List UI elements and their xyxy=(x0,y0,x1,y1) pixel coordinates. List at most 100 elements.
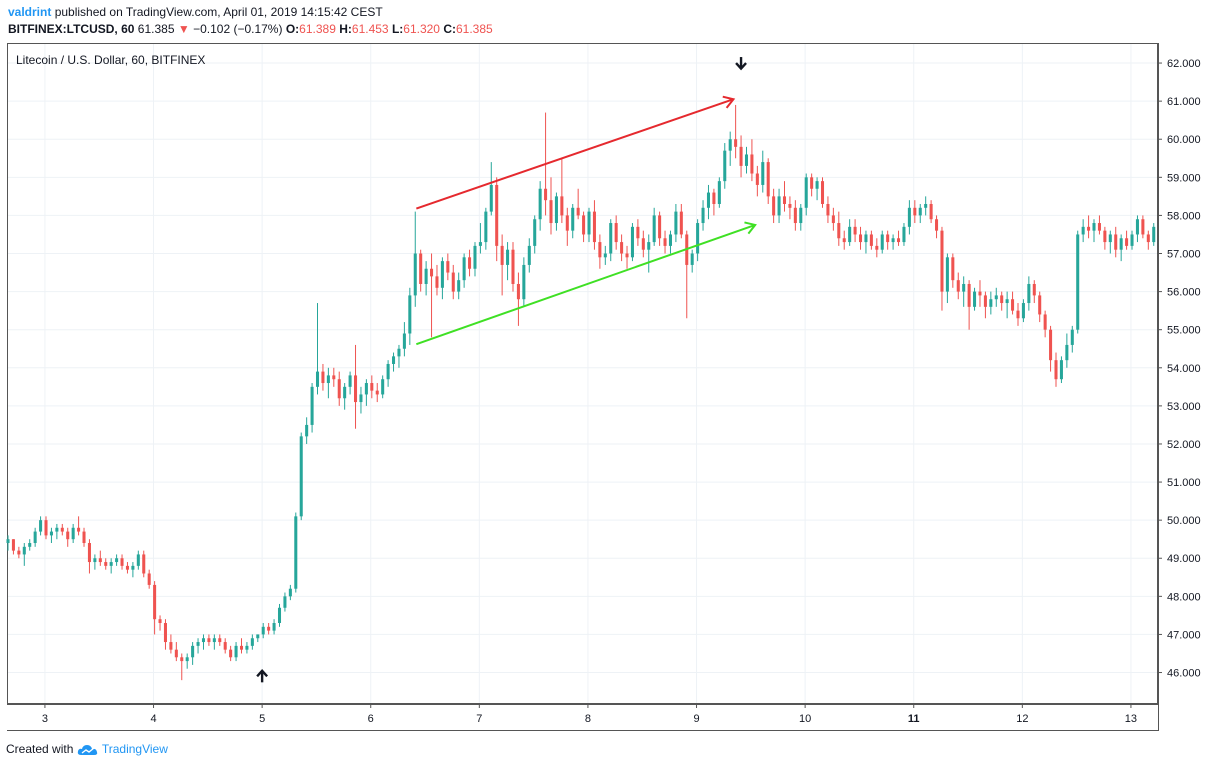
candle xyxy=(1049,325,1053,372)
candle xyxy=(142,550,146,578)
candle xyxy=(913,200,917,224)
author-name[interactable]: valdrint xyxy=(8,5,52,19)
candle-body xyxy=(446,261,450,273)
candle-body xyxy=(549,200,553,224)
candle-body xyxy=(522,264,526,300)
candlestick-chart[interactable]: Litecoin / U.S. Dollar, 60, BITFINEX 46.… xyxy=(0,38,1216,738)
candle xyxy=(945,253,949,304)
x-tick-label: 11 xyxy=(908,713,920,725)
candle-body xyxy=(98,558,102,563)
candle xyxy=(277,603,282,627)
candle xyxy=(1108,230,1112,254)
candle-body xyxy=(516,283,520,300)
candle-body xyxy=(1059,360,1063,380)
candle-body xyxy=(772,196,776,216)
candle-body xyxy=(1065,344,1069,361)
candle xyxy=(842,230,846,250)
time-axis[interactable]: 3 4 5 6 7 8 9 10 11 12 13 xyxy=(42,704,1137,725)
candle-body xyxy=(174,649,178,658)
candle xyxy=(207,634,211,646)
candle xyxy=(701,200,705,231)
candle-body xyxy=(370,383,374,391)
y-tick-label: 62.000 xyxy=(1167,58,1201,70)
candle-body xyxy=(22,546,26,555)
candle xyxy=(826,196,830,224)
candle-body xyxy=(1125,238,1129,246)
candle-body xyxy=(994,295,998,300)
candle xyxy=(712,188,716,216)
candle-body xyxy=(864,234,868,243)
candle-body xyxy=(696,223,700,254)
candle-body xyxy=(375,390,379,395)
open-label: O: xyxy=(285,22,300,36)
candle-body xyxy=(55,527,59,532)
candle xyxy=(185,653,189,669)
footer: Created with TradingView xyxy=(6,742,168,757)
candle xyxy=(793,200,797,231)
x-tick-label: 6 xyxy=(368,713,374,725)
candle-body xyxy=(853,226,857,235)
candle-body xyxy=(163,623,167,643)
candle-body xyxy=(364,383,368,395)
candle xyxy=(815,177,819,201)
candle xyxy=(484,207,488,250)
candle-body xyxy=(457,280,461,292)
candle xyxy=(582,211,586,243)
candle xyxy=(261,623,265,639)
candle-body xyxy=(989,299,993,307)
candle-body xyxy=(929,203,933,220)
candle-body xyxy=(147,573,151,585)
candle xyxy=(294,512,298,593)
candle xyxy=(229,645,233,662)
candle xyxy=(799,203,803,231)
candle-body xyxy=(907,207,911,227)
candle xyxy=(71,523,75,544)
candle-body xyxy=(1081,226,1085,235)
candle xyxy=(576,188,580,220)
candle xyxy=(120,554,124,570)
candle xyxy=(49,527,53,544)
tradingview-brand[interactable]: TradingView xyxy=(101,742,168,756)
candle-body xyxy=(473,245,477,269)
candle-body xyxy=(33,531,37,544)
candle-body xyxy=(750,154,754,174)
price-axis[interactable]: 46.000 47.000 48.000 49.000 50.000 51.000 52.0… xyxy=(1158,58,1201,680)
symbol-line: BITFINEX:LTCUSD, 60 xyxy=(8,22,135,36)
candle xyxy=(902,223,906,246)
candle-body xyxy=(245,645,249,650)
tradingview-cloud-icon xyxy=(77,744,97,755)
candle-body xyxy=(1119,238,1123,250)
candle xyxy=(386,360,390,387)
candle-body xyxy=(272,623,276,631)
candle-body xyxy=(630,226,634,258)
candle-body xyxy=(706,192,710,208)
candle-body xyxy=(212,638,216,643)
candle xyxy=(1005,291,1009,319)
candle xyxy=(180,653,184,681)
candle xyxy=(310,383,314,433)
candle xyxy=(28,539,32,551)
candle xyxy=(1103,226,1107,250)
candle xyxy=(864,230,868,254)
green-trend-line[interactable] xyxy=(416,223,756,346)
red-trend-line[interactable] xyxy=(416,98,734,210)
candle xyxy=(1011,291,1015,315)
candle-body xyxy=(250,638,254,646)
candle-body xyxy=(571,207,575,231)
candle-body xyxy=(440,261,444,288)
published-text: published on TradingView.com, April 01, … xyxy=(54,5,383,19)
candle xyxy=(343,383,347,410)
candle-body xyxy=(913,207,917,216)
candle xyxy=(1043,310,1047,338)
high-label: H: xyxy=(339,22,352,36)
candle-body xyxy=(837,223,841,239)
candle-body xyxy=(668,234,672,246)
candle xyxy=(473,242,477,277)
candle-body xyxy=(978,291,982,296)
candle-body xyxy=(544,188,548,201)
candle xyxy=(636,219,640,246)
candle xyxy=(641,230,645,258)
x-tick-label: 13 xyxy=(1125,713,1137,725)
candles xyxy=(6,104,1156,681)
candle-body xyxy=(902,226,906,243)
